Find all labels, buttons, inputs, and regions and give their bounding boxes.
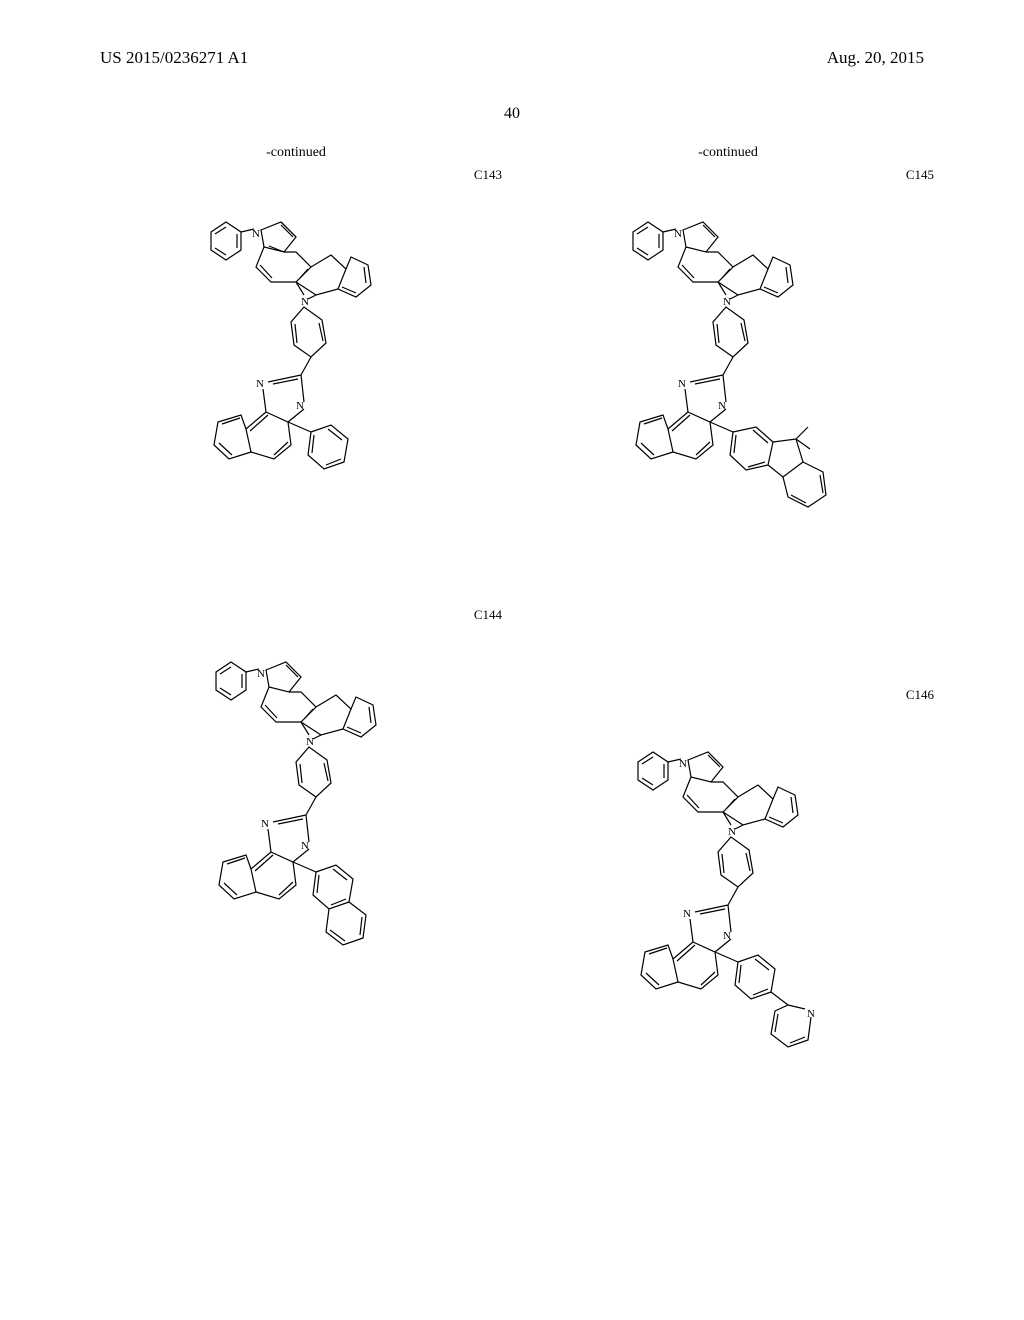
content-grid: -continued C143 N	[100, 145, 924, 1260]
continued-label: -continued	[100, 145, 492, 161]
compound-label: C146	[906, 687, 934, 703]
svg-text:N: N	[306, 736, 314, 748]
chemical-structure: N N	[156, 177, 436, 557]
compound-label: C144	[474, 607, 502, 623]
chemical-structure: N N	[578, 177, 878, 637]
chemical-structure: N N	[156, 617, 436, 1047]
svg-text:N: N	[301, 296, 309, 308]
publication-date: Aug. 20, 2015	[827, 48, 924, 68]
chemical-structure: N N	[583, 697, 873, 1177]
compound-label: C145	[906, 167, 934, 183]
compound-label: C143	[474, 167, 502, 183]
svg-text:N: N	[728, 826, 736, 838]
left-column: -continued C143 N	[100, 145, 492, 1260]
svg-text:N: N	[678, 378, 686, 390]
continued-label: -continued	[532, 145, 924, 161]
compound-c144: C144 N	[100, 607, 492, 1047]
compound-c143: C143 N	[100, 167, 492, 557]
svg-text:N: N	[256, 378, 264, 390]
page-number: 40	[504, 105, 520, 123]
svg-text:N: N	[723, 296, 731, 308]
compound-c145: C145 N	[532, 167, 924, 637]
svg-text:N: N	[683, 908, 691, 920]
publication-number: US 2015/0236271 A1	[100, 48, 248, 68]
compound-c146: C146 N	[532, 687, 924, 1177]
svg-text:N: N	[261, 818, 269, 830]
right-column: -continued C145 N	[532, 145, 924, 1260]
